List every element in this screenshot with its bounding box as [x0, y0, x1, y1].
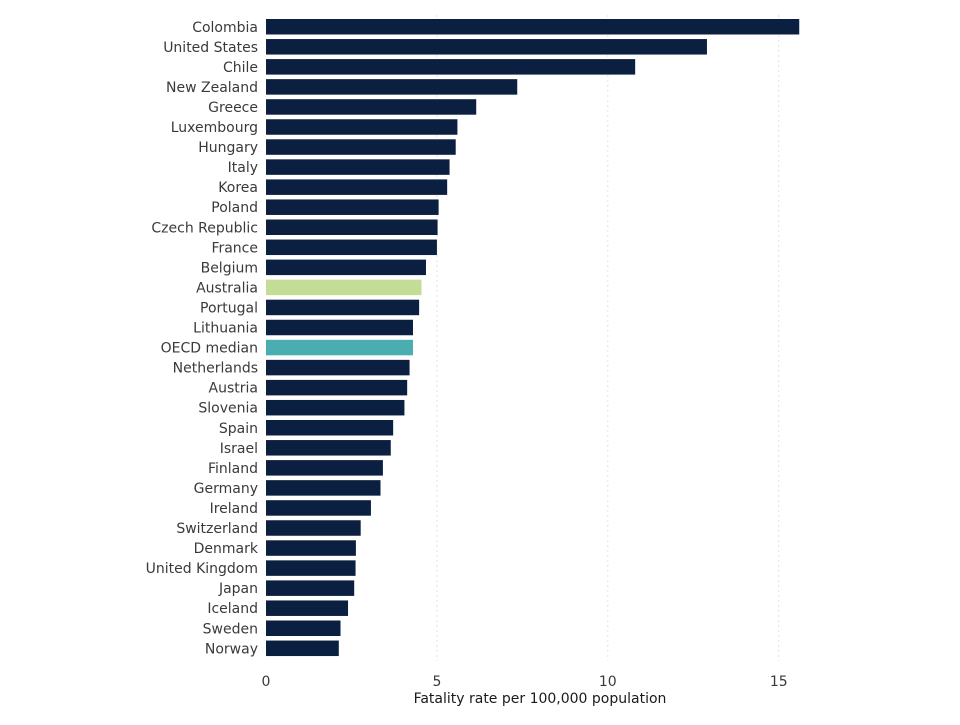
bar	[266, 139, 456, 155]
category-label: United Kingdom	[146, 561, 258, 577]
x-tick-label: 15	[770, 674, 788, 690]
category-label: Slovenia	[198, 401, 258, 417]
bar	[266, 440, 391, 456]
category-label: United States	[163, 40, 258, 56]
x-tick-label: 5	[432, 674, 441, 690]
category-label: Colombia	[192, 20, 258, 36]
bar	[266, 600, 349, 616]
bar	[266, 279, 422, 296]
category-label: Denmark	[194, 541, 259, 557]
category-label: Chile	[223, 60, 258, 76]
bar	[266, 620, 341, 636]
bar	[266, 520, 361, 536]
gridlines	[436, 15, 780, 661]
bar	[266, 580, 355, 596]
category-label: Israel	[220, 441, 258, 457]
bar	[266, 59, 636, 75]
bar	[266, 460, 383, 476]
bar	[266, 159, 450, 175]
category-label: Belgium	[201, 260, 258, 276]
x-tick-labels: 0 5 10 15	[262, 674, 788, 690]
category-label: France	[211, 240, 258, 256]
bar	[266, 480, 381, 496]
category-label: Japan	[218, 581, 258, 597]
bar	[266, 179, 448, 195]
bar	[266, 79, 518, 95]
category-label: Portugal	[200, 300, 258, 316]
x-axis-title: Fatality rate per 100,000 population	[414, 691, 667, 707]
bar	[266, 339, 413, 356]
bar	[266, 19, 800, 35]
category-label: Austria	[209, 381, 258, 397]
category-label: Spain	[219, 421, 258, 437]
bar	[266, 299, 420, 316]
category-label: Italy	[228, 160, 258, 176]
category-label: Norway	[205, 641, 258, 657]
bar	[266, 39, 707, 55]
x-tick-label: 0	[262, 674, 271, 690]
category-label: Czech Republic	[151, 220, 258, 236]
bar	[266, 500, 371, 516]
bar	[266, 379, 408, 396]
category-label: Sweden	[203, 621, 258, 637]
category-label: Poland	[211, 200, 258, 216]
category-label: Germany	[194, 481, 258, 497]
category-label: Switzerland	[176, 521, 258, 537]
x-tick-label: 10	[599, 674, 617, 690]
bar	[266, 199, 439, 215]
bar	[266, 420, 394, 436]
bar	[266, 99, 477, 115]
category-label: Luxembourg	[171, 120, 258, 136]
bar	[266, 259, 426, 276]
bar	[266, 239, 437, 256]
bar	[266, 560, 356, 576]
bar	[266, 119, 458, 135]
bar	[266, 359, 410, 376]
category-label: Lithuania	[193, 321, 258, 337]
bar	[266, 540, 356, 556]
category-label: New Zealand	[166, 80, 258, 96]
category-labels: Colombia United States Chile New Zealand Gre…	[146, 20, 259, 658]
bar	[266, 319, 413, 336]
category-label: Ireland	[210, 501, 258, 517]
bar	[266, 640, 339, 657]
category-label: OECD median	[161, 341, 258, 357]
category-label: Australia	[196, 280, 258, 296]
category-label: Greece	[208, 100, 258, 116]
bar	[266, 399, 405, 416]
category-label: Finland	[208, 461, 258, 477]
category-label: Korea	[218, 180, 258, 196]
category-label: Hungary	[198, 140, 258, 156]
category-label: Netherlands	[173, 361, 258, 377]
bars	[266, 19, 800, 657]
category-label: Iceland	[207, 601, 258, 617]
bar	[266, 219, 438, 235]
